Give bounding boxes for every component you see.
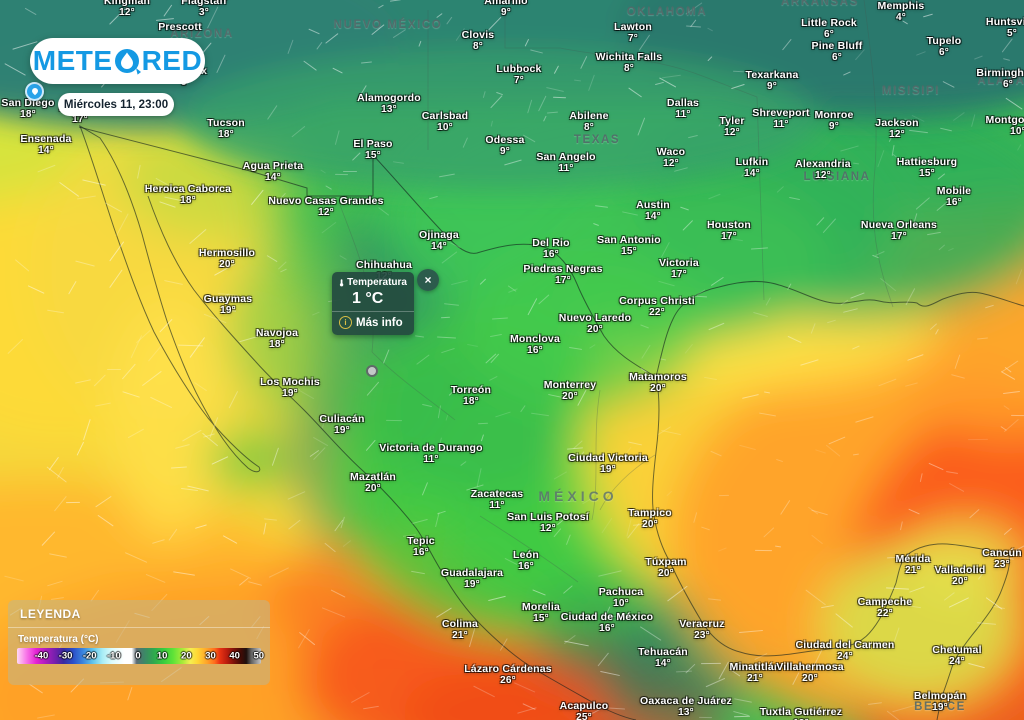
date-pill[interactable]: Miércoles 11, 23:00 bbox=[58, 93, 174, 116]
baja-california-coast bbox=[79, 124, 261, 473]
thermometer-icon bbox=[339, 279, 344, 287]
us-mexico-border-west bbox=[78, 126, 374, 197]
legend-tick-0: 0 bbox=[135, 650, 141, 662]
meteored-logo[interactable]: METE RED bbox=[30, 38, 205, 84]
legend-tick--20: -20 bbox=[82, 650, 97, 662]
legend-tick-40: 40 bbox=[229, 650, 240, 662]
legend-tick--30: -30 bbox=[58, 650, 73, 662]
pacific-mainland-coast bbox=[147, 195, 637, 720]
legend-tick-10: 10 bbox=[156, 650, 168, 662]
more-info-label: Más info bbox=[356, 316, 403, 329]
legend-tick-20: 20 bbox=[181, 650, 192, 662]
logo-text-pre: METE bbox=[32, 45, 113, 76]
info-icon: i bbox=[339, 316, 352, 329]
legend-tick-30: 30 bbox=[205, 650, 216, 662]
legend-panel: LEYENDA Temperatura (°C) -40 -30 -20 -10 0 10… bbox=[8, 600, 270, 685]
legend-label: Temperatura (°C) bbox=[18, 634, 99, 645]
legend-title: LEYENDA bbox=[20, 607, 81, 621]
logo-droplet-icon bbox=[114, 48, 141, 75]
us-gulf-coast bbox=[655, 280, 1024, 378]
coastlines-and-borders bbox=[78, 124, 1024, 720]
location-pin-icon[interactable] bbox=[25, 82, 44, 101]
legend-divider bbox=[8, 627, 270, 628]
close-icon: × bbox=[424, 273, 432, 287]
temperature-tooltip: Temperatura 1 °C i Más info bbox=[332, 272, 414, 335]
legend-tick--40: -40 bbox=[34, 650, 49, 662]
tooltip-title: Temperatura bbox=[347, 277, 407, 288]
legend-gradient-bar: -40 -30 -20 -10 0 10 20 30 40 50 bbox=[17, 648, 264, 664]
tooltip-divider bbox=[332, 311, 414, 312]
tooltip-value: 1 °C bbox=[352, 290, 384, 307]
gulf-yucatan-coast bbox=[652, 376, 1010, 720]
legend-tick-50: 50 bbox=[253, 650, 265, 662]
tooltip-close-button[interactable]: × bbox=[417, 269, 439, 291]
tooltip-more-info[interactable]: i Más info bbox=[339, 312, 407, 331]
rio-grande-border bbox=[372, 154, 657, 378]
date-label: Miércoles 11, 23:00 bbox=[63, 98, 169, 111]
map-marker-dot bbox=[366, 365, 378, 377]
logo-text-post: RED bbox=[141, 45, 203, 76]
legend-tick--10: -10 bbox=[106, 650, 121, 662]
